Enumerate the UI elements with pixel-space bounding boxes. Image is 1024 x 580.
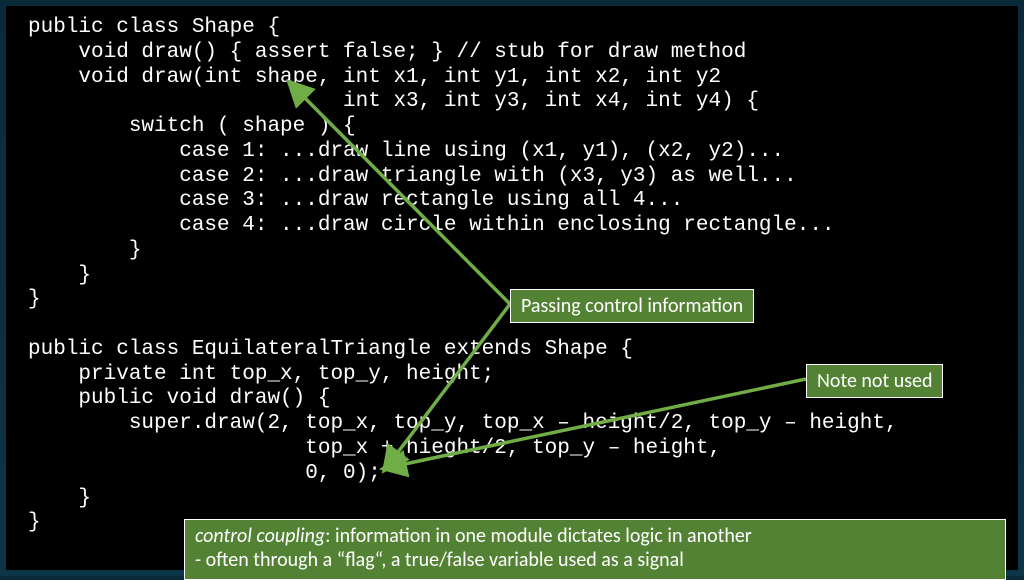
code-panel: public class Shape { void draw() { asser…	[6, 6, 1018, 570]
callout-control-coupling: control coupling: information in one mod…	[184, 519, 1006, 580]
code-block: public class Shape { void draw() { asser…	[28, 16, 996, 536]
callout-note-not-used: Note not used	[806, 364, 943, 398]
coupling-term: control coupling	[195, 524, 325, 548]
callout-passing-control: Passing control information	[510, 289, 754, 323]
